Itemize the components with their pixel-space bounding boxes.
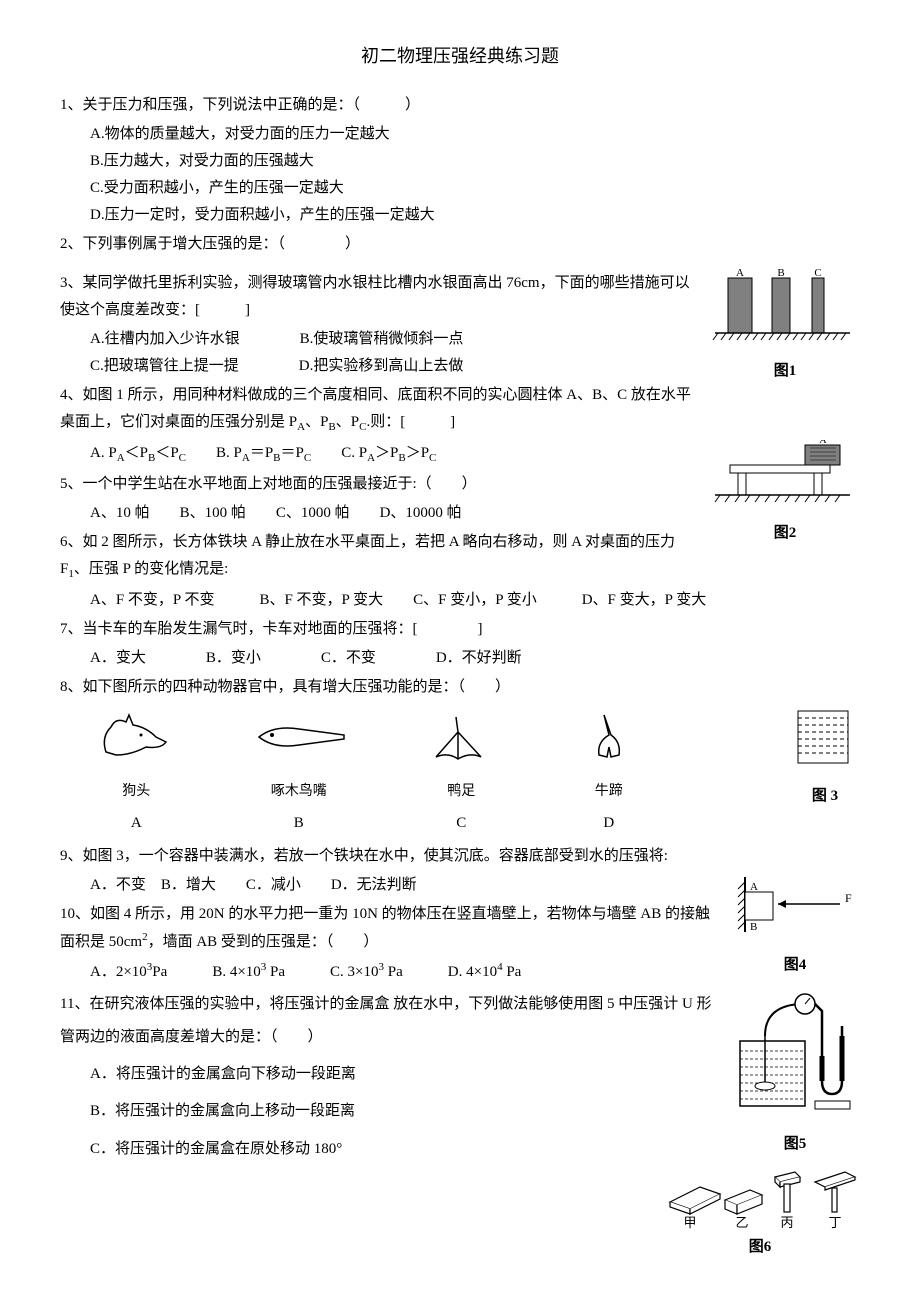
figure-6-caption: 图6 [660,1234,860,1261]
svg-text:丙: 丙 [780,1215,793,1230]
woodpecker-beak-icon [244,707,354,767]
page-title: 初二物理压强经典练习题 [60,40,860,72]
duck-foot-icon [416,707,506,767]
figure-4: A B F 图4 [730,872,860,979]
q8-letters: A B C D [60,810,680,837]
q7-stem: 7、当卡车的车胎发生漏气时，卡车对地面的压强将：[ ] [60,616,860,643]
figure-3: 图 3 [790,703,860,810]
figure-2-caption: 图2 [710,520,860,547]
q4-stem: 4、如图 1 所示，用同种材料做成的三个高度相同、底面积不同的实心圆柱体 A、B… [60,382,860,438]
q8-figures: 狗头 啄木鸟嘴 鸭足 牛蹄 [60,707,680,804]
svg-text:丁: 丁 [828,1215,841,1230]
q1-opt-c: C.受力面积越小，产生的压强一定越大 [60,175,860,202]
svg-text:B: B [750,921,757,933]
svg-text:A: A [819,440,827,446]
svg-text:A: A [736,268,744,279]
q1-opt-a: A.物体的质量越大，对受力面的压力一定越大 [60,121,860,148]
figure-5: 图5 [730,986,860,1158]
q2-stem: 2、下列事例属于增大压强的是：（ ） [60,231,860,258]
q1-opt-b: B.压力越大，对受力面的压强越大 [60,148,860,175]
cow-hoof-icon [569,707,649,767]
q9-stem: 9、如图 3，一个容器中装满水，若放一个铁块在水中，使其沉底。容器底部受到水的压… [60,843,860,870]
figure-3-caption: 图 3 [790,783,860,810]
svg-text:A: A [750,881,758,893]
dog-head-icon [91,707,181,767]
svg-text:B: B [777,268,784,279]
q1-stem: 1、关于压力和压强，下列说法中正确的是：（ ） [60,92,860,119]
q1-opt-d: D.压力一定时，受力面积越小，产生的压强一定越大 [60,202,860,229]
figure-5-caption: 图5 [730,1131,860,1158]
figure-1-caption: 图1 [710,358,860,385]
svg-text:甲: 甲 [683,1215,696,1230]
q8-stem: 8、如下图所示的四种动物器官中，具有增大压强功能的是：（ ） [60,674,860,701]
figure-6: 甲 乙 丙 丁 图6 [660,1162,860,1261]
svg-text:C: C [814,268,821,279]
svg-text:F: F [845,891,852,905]
q7-opts: A．变大 B．变小 C．不变 D．不好判断 [60,645,860,672]
figure-2: A 图2 [710,440,860,547]
q6-opts: A、F 不变，P 不变 B、F 不变，P 变大 C、F 变小，P 变小 D、F … [60,587,860,614]
svg-text:乙: 乙 [735,1215,748,1230]
figure-4-caption: 图4 [730,952,860,979]
figure-1: A B C 图1 [710,268,860,385]
